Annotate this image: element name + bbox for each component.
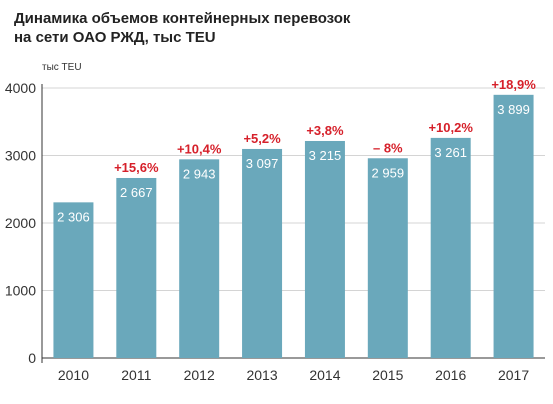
bar-2011 <box>116 177 157 358</box>
unit-label: тыс TEU <box>42 62 82 73</box>
x-tick-label: 2017 <box>498 367 529 383</box>
change-label: – 8% <box>373 140 403 155</box>
bar-value-label: 3 215 <box>309 148 342 163</box>
x-tick-label: 2013 <box>246 367 277 383</box>
chart-title-line-2: на сети ОАО РЖД, тыс TEU <box>14 29 216 46</box>
bar-2010 <box>53 202 94 358</box>
x-tick-label: 2016 <box>435 367 466 383</box>
change-label: +3,8% <box>306 123 344 138</box>
x-tick-label: 2012 <box>184 367 215 383</box>
y-tick-label: 4000 <box>5 80 36 96</box>
bar-value-label: 2 667 <box>120 185 153 200</box>
x-tick-label: 2015 <box>372 367 403 383</box>
change-label: +15,6% <box>114 160 159 175</box>
change-label: +10,4% <box>177 141 222 156</box>
bar-2012 <box>179 159 220 358</box>
bar-2017 <box>493 94 534 358</box>
bar-value-label: 3 097 <box>246 156 279 171</box>
bar-value-label: 2 959 <box>372 165 405 180</box>
y-tick-label: 3000 <box>5 148 36 164</box>
bar-value-label: 3 261 <box>434 145 467 160</box>
y-tick-label: 2000 <box>5 215 36 231</box>
bar-2016 <box>430 137 471 358</box>
chart-title: Динамика объемов контейнерных перевозок … <box>14 9 350 47</box>
change-label: +10,2% <box>428 120 473 135</box>
bar-value-label: 3 899 <box>497 102 530 117</box>
bar-value-label: 2 943 <box>183 166 216 181</box>
chart-title-line-1: Динамика объемов контейнерных перевозок <box>14 10 351 27</box>
change-label: +18,9% <box>491 77 536 92</box>
x-tick-label: 2011 <box>121 367 151 383</box>
bar-value-label: 2 306 <box>57 209 90 224</box>
x-tick-label: 2010 <box>58 367 89 383</box>
change-label: +5,2% <box>243 131 281 146</box>
bar-2013 <box>242 148 283 358</box>
bar-2015 <box>367 158 408 358</box>
y-tick-label: 0 <box>28 350 36 366</box>
x-tick-label: 2014 <box>309 367 340 383</box>
y-tick-label: 1000 <box>5 283 36 299</box>
bar-2014 <box>304 140 345 358</box>
